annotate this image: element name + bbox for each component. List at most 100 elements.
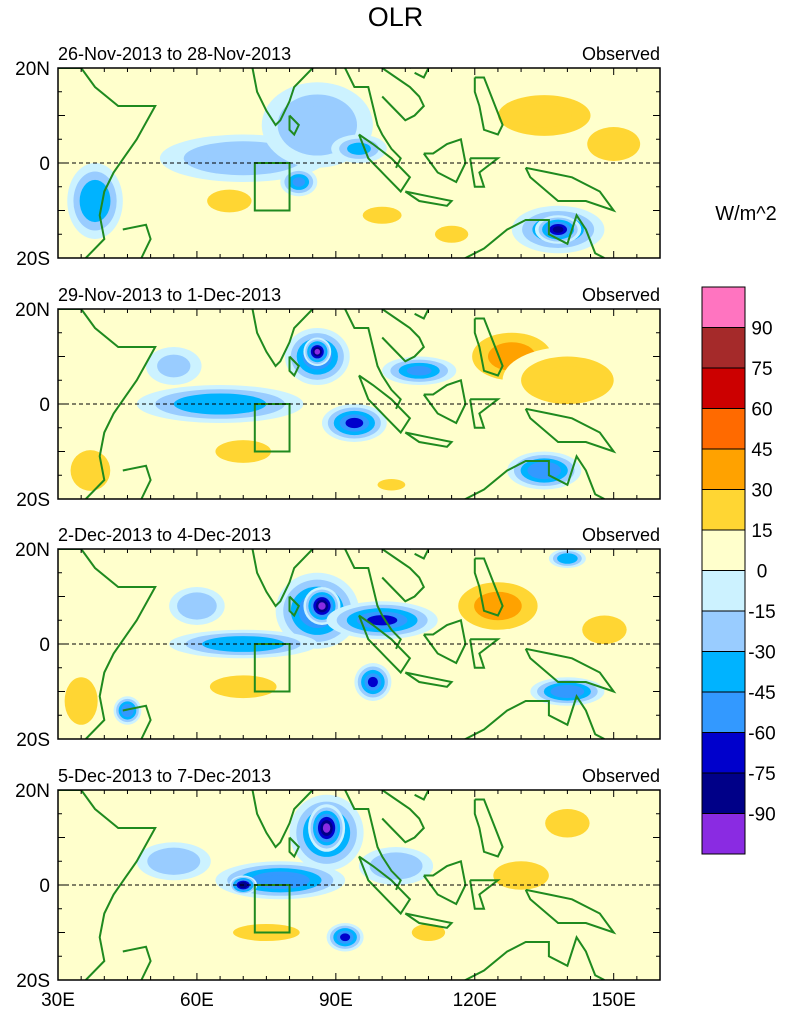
chart-title: OLR: [367, 2, 424, 32]
colorbar-level-label: 30: [751, 481, 772, 502]
lon-tick-label: 150E: [592, 990, 636, 1011]
olr-contour-level: [377, 479, 406, 491]
coastline: [409, 549, 430, 560]
coastline: [288, 355, 301, 378]
coastline: [58, 309, 157, 499]
olr-contour-level: [552, 226, 564, 233]
olr-contour-level: [534, 465, 555, 476]
coastline: [473, 557, 504, 617]
colorbar-level-label: -75: [748, 764, 775, 785]
coastline: [404, 431, 454, 448]
olr-contour-level: [78, 458, 103, 483]
lat-tick-label: 0: [39, 635, 50, 656]
olr-anomaly-patch: [442, 572, 554, 640]
olr-contour-level: [347, 142, 371, 155]
coastline: [463, 454, 605, 499]
coastline: [463, 213, 605, 258]
olr-anomaly-patch: [58, 91, 133, 140]
coastline: [58, 549, 157, 739]
coastline: [463, 935, 605, 980]
coastline: [422, 378, 467, 425]
olr-anomaly-patch: [326, 923, 364, 952]
olr-anomaly-patch: [479, 87, 610, 144]
olr-anomaly-patch: [62, 442, 119, 499]
olr-anomaly-patch: [275, 205, 350, 244]
coastline: [409, 790, 430, 801]
coastline: [469, 157, 501, 188]
coastline: [381, 790, 426, 844]
colorbar-level-label: 90: [751, 319, 772, 340]
olr-contour-level: [539, 366, 596, 395]
olr-contour-level: [322, 823, 331, 833]
olr-contour-level: [157, 853, 190, 870]
olr-contour-level: [582, 615, 627, 644]
olr-contour-level: [366, 615, 398, 626]
coastline: [524, 888, 617, 935]
olr-contour-level: [493, 861, 549, 890]
coastline: [409, 68, 430, 79]
coastline: [404, 671, 454, 688]
colorbar-swatch: [701, 286, 746, 328]
panel-4: 20N 0 20S 5-Dec-2013 to 7-Dec-2013 Observed: [15, 766, 661, 992]
colorbar-level-label: 75: [751, 359, 772, 380]
panel-2: 20N 0 20S 29-Nov-2013 to 1-Dec-2013 Observed: [15, 285, 661, 511]
colorbar-level-label: -60: [748, 724, 775, 745]
olr-anomaly-patch: [576, 120, 651, 168]
olr-anomaly-patch: [196, 432, 290, 471]
colorbar-swatch: [701, 489, 746, 531]
olr-anomaly-patch: [308, 804, 346, 852]
olr-anomaly-patch: [548, 549, 586, 568]
olr-contour-level: [434, 225, 469, 243]
coastline: [288, 836, 301, 859]
olr-contour-level: [557, 687, 578, 696]
coastline: [122, 704, 152, 739]
olr-contour-level: [157, 354, 191, 378]
olr-contour-level: [215, 440, 272, 463]
coastline: [524, 647, 617, 694]
colorbar-swatch: [701, 772, 746, 814]
coastline: [409, 309, 430, 320]
coastline: [58, 68, 157, 258]
coastlines: [58, 309, 617, 499]
olr-anomaly-patch: [326, 601, 438, 640]
coastline: [288, 595, 301, 618]
coastline: [463, 694, 605, 739]
index-box: [253, 403, 291, 453]
index-box: [253, 884, 291, 934]
olr-anomaly-patch: [530, 799, 605, 847]
lat-tick-label: 20S: [16, 490, 50, 511]
coastline: [404, 912, 454, 929]
olr-anomaly-patch: [169, 587, 225, 625]
index-box: [253, 162, 291, 212]
coastline: [358, 855, 412, 916]
coastline: [473, 76, 504, 136]
olr-contour-level: [345, 417, 364, 429]
olr-anomaly-patch: [382, 356, 457, 385]
olr-contour-level: [207, 189, 252, 213]
olr-contour-level: [85, 188, 105, 214]
coastline: [473, 798, 504, 858]
colorbar-level-label: -45: [748, 683, 775, 704]
olr-contour-level: [545, 809, 590, 838]
olr-contour-level: [185, 597, 209, 615]
coastlines: [58, 549, 617, 739]
colorbar-level-label: 0: [757, 562, 768, 583]
olr-anomaly-patch: [400, 918, 457, 947]
units-label: W/m^2: [715, 203, 777, 225]
colorbar-level-label: -30: [748, 643, 775, 664]
coastlines: [58, 790, 617, 980]
olr-anomaly-patch: [192, 182, 267, 220]
lat-tick-label: 20S: [16, 730, 50, 751]
olr-anomaly-patch: [530, 677, 605, 706]
colorbar-swatch: [701, 327, 746, 369]
olr-contour-level: [314, 348, 321, 355]
olr-anomaly-patch: [321, 404, 387, 442]
panel-date-range: 29-Nov-2013 to 1-Dec-2013: [58, 285, 281, 305]
olr-contour-level: [340, 933, 351, 942]
colorbar-swatch: [701, 691, 746, 733]
olr-anomaly-patch: [354, 663, 392, 701]
colorbar-level-label: -15: [748, 602, 775, 623]
colorbar-swatch: [701, 610, 746, 652]
colorbar-level-label: 15: [751, 521, 772, 542]
